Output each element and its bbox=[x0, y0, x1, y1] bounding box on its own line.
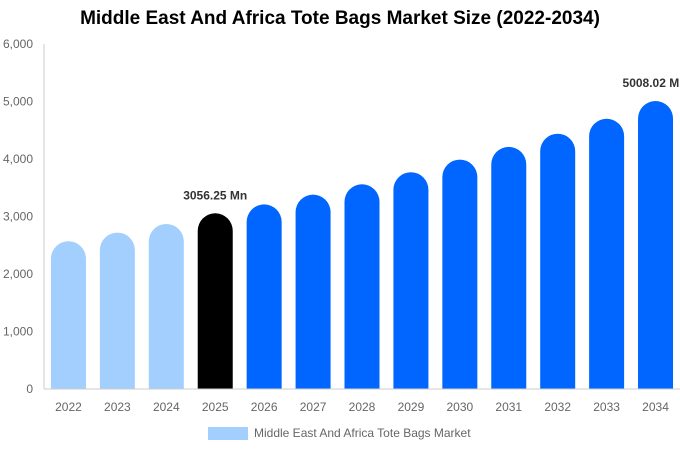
y-tick-label: 2,000 bbox=[3, 267, 33, 281]
legend-swatch bbox=[208, 426, 248, 440]
y-tick-label: 3,000 bbox=[3, 210, 33, 224]
chart-title: Middle East And Africa Tote Bags Market … bbox=[80, 8, 600, 29]
bar-2023[interactable] bbox=[99, 232, 135, 389]
x-tick-label: 2034 bbox=[642, 400, 669, 414]
x-tick-label: 2033 bbox=[593, 400, 620, 414]
y-tick-label: 6,000 bbox=[3, 37, 33, 51]
bar-2024[interactable] bbox=[148, 223, 184, 389]
x-tick-label: 2023 bbox=[104, 400, 131, 414]
y-tick-label: 4,000 bbox=[3, 152, 33, 166]
y-tick-label: 5,000 bbox=[3, 95, 33, 109]
x-tick-label: 2026 bbox=[251, 400, 278, 414]
x-tick-label: 2027 bbox=[300, 400, 327, 414]
x-tick-label: 2031 bbox=[495, 400, 522, 414]
y-tick-label: 0 bbox=[26, 382, 33, 396]
x-axis: 2022 2023 2024 2025 2026 2027 2028 2029 2030 2031… bbox=[44, 388, 680, 414]
data-label-2034: 5008.02 Mn bbox=[623, 76, 680, 90]
bar-2031[interactable] bbox=[491, 146, 527, 389]
x-tick-label: 2025 bbox=[202, 400, 229, 414]
legend-label: Middle East And Africa Tote Bags Market bbox=[254, 426, 471, 440]
bar-2026[interactable] bbox=[246, 204, 282, 389]
x-tick-label: 2028 bbox=[349, 400, 376, 414]
legend[interactable]: Middle East And Africa Tote Bags Market bbox=[208, 426, 471, 440]
y-axis: 0 1,000 2,000 3,000 4,000 5,000 6,000 bbox=[3, 37, 45, 396]
x-tick-label: 2022 bbox=[55, 400, 82, 414]
bars bbox=[50, 101, 674, 390]
bar-2030[interactable] bbox=[442, 159, 478, 389]
data-labels: 3056.25 Mn 5008.02 Mn bbox=[183, 76, 680, 202]
bar-2022[interactable] bbox=[50, 241, 86, 389]
x-tick-label: 2029 bbox=[398, 400, 425, 414]
bar-2034[interactable] bbox=[638, 101, 674, 390]
bar-2027[interactable] bbox=[295, 194, 331, 389]
x-tick-label: 2032 bbox=[544, 400, 571, 414]
y-tick-label: 1,000 bbox=[3, 325, 33, 339]
data-label-2025: 3056.25 Mn bbox=[183, 188, 247, 202]
x-tick-label: 2030 bbox=[446, 400, 473, 414]
bar-2032[interactable] bbox=[540, 133, 576, 389]
x-tick-label: 2024 bbox=[153, 400, 180, 414]
bar-2025[interactable] bbox=[197, 213, 233, 389]
bar-2028[interactable] bbox=[344, 184, 380, 389]
bar-2033[interactable] bbox=[589, 118, 625, 389]
bar-2029[interactable] bbox=[393, 172, 429, 389]
